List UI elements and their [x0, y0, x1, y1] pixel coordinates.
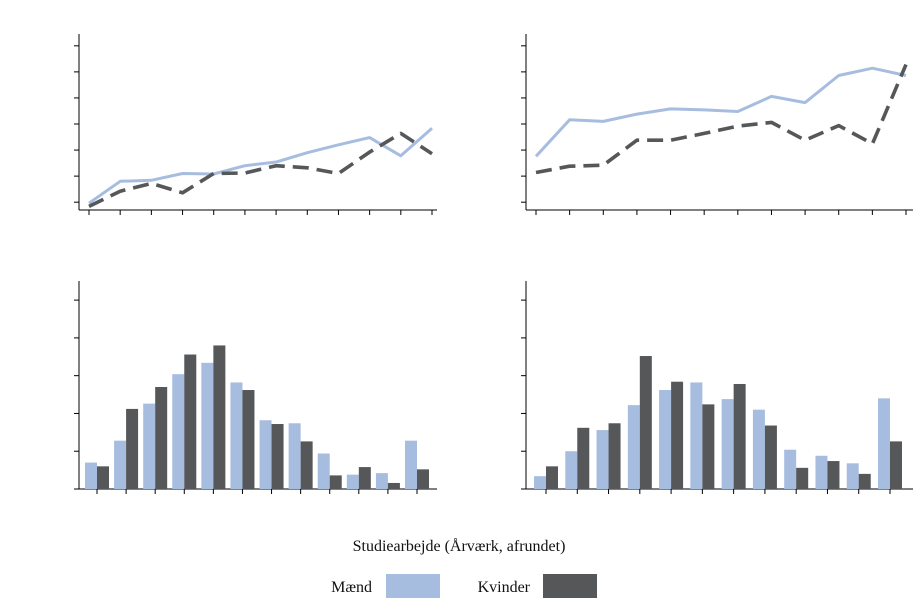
bar-maend: [690, 382, 703, 489]
bar-maend: [405, 440, 417, 489]
bar-kvinder: [827, 461, 840, 489]
panel-privat-line: [521, 34, 913, 215]
bar-kvinder: [608, 423, 621, 489]
bar-kvinder: [184, 354, 197, 489]
bar-maend: [346, 474, 359, 489]
line-series-kvinder: [88, 131, 433, 209]
bar-maend: [230, 382, 243, 489]
bar-kvinder: [387, 482, 400, 489]
bar-maend: [846, 463, 859, 489]
bar-maend: [114, 440, 127, 489]
bar-kvinder: [97, 466, 109, 489]
bar-maend: [317, 453, 330, 489]
bar-maend: [534, 476, 546, 489]
bar-kvinder: [271, 424, 284, 489]
bar-kvinder: [639, 356, 652, 489]
panel-privat-bars: [521, 281, 913, 494]
bar-maend: [815, 455, 828, 489]
bar-kvinder: [546, 466, 558, 489]
bar-kvinder: [155, 387, 168, 489]
bar-kvinder: [577, 427, 590, 489]
line-series-kvinder: [535, 63, 908, 175]
bar-kvinder: [702, 404, 715, 489]
bar-kvinder: [417, 469, 429, 489]
bar-kvinder: [300, 441, 313, 489]
bar-kvinder: [329, 475, 342, 489]
bar-kvinder: [796, 467, 809, 489]
legend-swatch-kvinder: [543, 574, 597, 598]
bar-kvinder: [764, 425, 777, 489]
line-series-maend: [88, 127, 433, 205]
bar-maend: [752, 409, 765, 489]
bar-maend: [172, 374, 185, 489]
bar-maend: [375, 473, 388, 489]
legend-label-kvinder: Kvinder: [478, 579, 531, 596]
bar-maend: [85, 462, 97, 489]
bar-kvinder: [126, 408, 139, 489]
bar-kvinder: [242, 390, 255, 489]
bar-maend: [288, 423, 301, 489]
legend: Mænd Kvinder: [331, 574, 597, 598]
bar-kvinder: [358, 467, 371, 489]
bar-maend: [721, 399, 734, 489]
legend-label-maend: Mænd: [331, 579, 372, 596]
bar-kvinder: [858, 473, 871, 489]
bar-maend: [565, 451, 578, 489]
bar-maend: [596, 430, 609, 489]
bar-kvinder: [890, 441, 902, 489]
bar-kvinder: [733, 383, 746, 489]
line-series-maend: [534, 66, 907, 158]
bar-maend: [259, 420, 272, 489]
bar-maend: [878, 398, 890, 489]
bar-maend: [784, 449, 797, 489]
bar-maend: [143, 403, 156, 489]
bar-kvinder: [213, 345, 226, 489]
legend-swatch-maend: [386, 574, 440, 598]
bar-maend: [659, 390, 672, 489]
bar-maend: [627, 405, 640, 489]
bar-kvinder: [671, 381, 684, 489]
bar-maend: [201, 362, 214, 489]
panel-offentlig-line: [74, 34, 437, 215]
panel-offentlig-bars: [74, 281, 437, 494]
x-axis-label: Studiearbejde (Årværk, afrundet): [353, 537, 566, 555]
